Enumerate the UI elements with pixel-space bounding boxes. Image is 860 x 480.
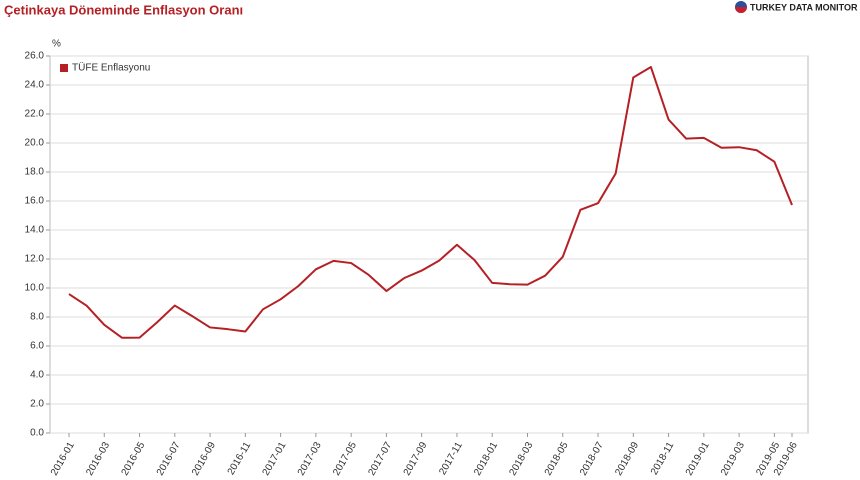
x-tick-label: 2016-09 bbox=[190, 440, 218, 478]
x-tick-label: 2016-07 bbox=[155, 440, 183, 478]
x-tick-label: 2017-03 bbox=[296, 440, 324, 478]
x-tick-label: 2018-05 bbox=[543, 440, 571, 478]
series-line bbox=[68, 66, 793, 339]
x-tick-label: 2018-11 bbox=[649, 440, 677, 477]
y-tick-label: 4.0 bbox=[30, 370, 44, 381]
y-tick-label: 0.0 bbox=[30, 428, 44, 439]
x-tick-label: 2017-05 bbox=[331, 440, 359, 478]
legend-label: TÜFE Enflasyonu bbox=[72, 62, 150, 74]
x-tick-label: 2016-03 bbox=[84, 440, 112, 478]
x-tick-label: 2017-11 bbox=[437, 440, 465, 477]
x-tick-label: 2018-03 bbox=[507, 440, 535, 478]
y-axis-unit: % bbox=[52, 39, 61, 50]
y-tick-label: 6.0 bbox=[30, 341, 44, 352]
y-tick-label: 12.0 bbox=[25, 254, 45, 265]
x-tick-label: 2018-09 bbox=[613, 440, 641, 478]
y-tick-label: 26.0 bbox=[25, 51, 45, 62]
x-tick-label: 2016-05 bbox=[120, 440, 148, 478]
y-tick-label: 10.0 bbox=[25, 283, 45, 294]
logo-icon-half bbox=[735, 7, 747, 13]
plot-frame bbox=[49, 55, 809, 434]
y-tick-label: 22.0 bbox=[25, 109, 45, 120]
y-tick-label: 18.0 bbox=[25, 167, 45, 178]
x-tick-label: 2016-11 bbox=[226, 440, 254, 477]
x-tick-label: 2017-09 bbox=[402, 440, 430, 478]
x-tick-label: 2017-07 bbox=[366, 440, 394, 478]
y-tick-label: 16.0 bbox=[25, 196, 45, 207]
chart-title: Çetinkaya Döneminde Enflasyon Oranı bbox=[4, 2, 243, 17]
y-tick-label: 8.0 bbox=[30, 312, 44, 323]
x-tick-label: 2019-01 bbox=[684, 440, 712, 478]
x-tick-label: 2018-07 bbox=[578, 440, 606, 478]
x-tick-label: 2016-01 bbox=[49, 440, 77, 478]
x-tick-label: 2018-01 bbox=[472, 440, 500, 478]
legend-swatch bbox=[60, 64, 68, 72]
y-tick-label: 20.0 bbox=[25, 138, 45, 149]
y-tick-label: 24.0 bbox=[25, 80, 45, 91]
y-tick-label: 14.0 bbox=[25, 225, 45, 236]
x-tick-label: 2019-03 bbox=[719, 440, 747, 478]
logo: TURKEY DATA MONITOR bbox=[750, 2, 858, 12]
x-tick-label: 2017-01 bbox=[261, 440, 289, 478]
y-tick-label: 2.0 bbox=[30, 399, 44, 410]
